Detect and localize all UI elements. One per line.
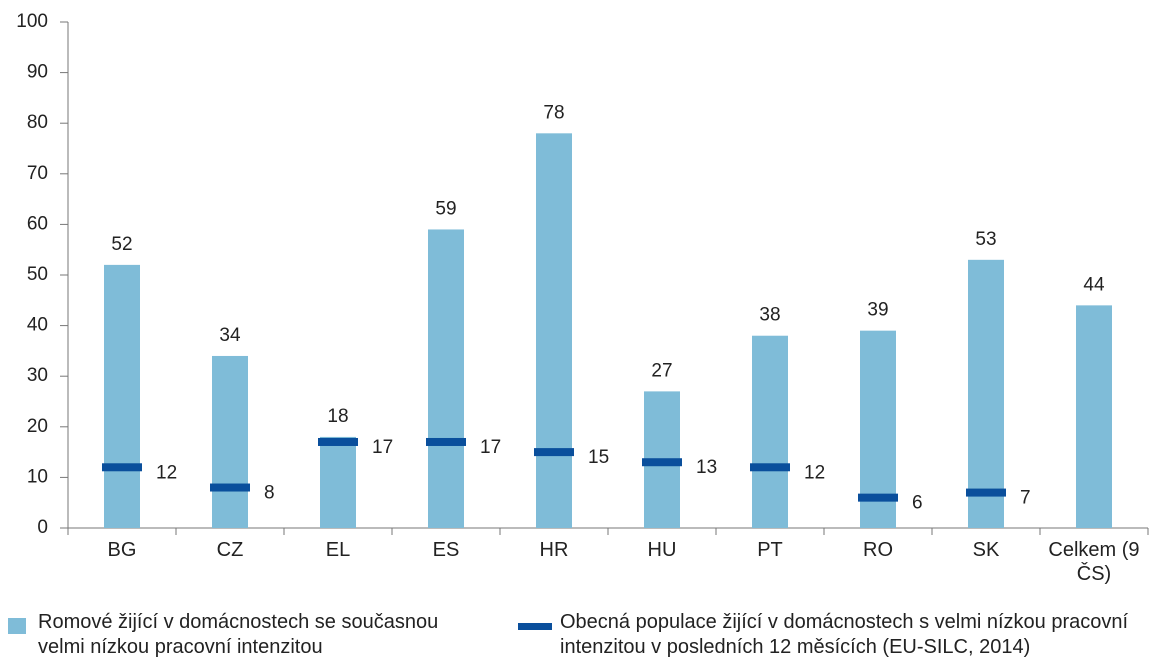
- marker: [858, 493, 898, 502]
- bar-value-label: 38: [759, 305, 780, 326]
- marker-value-label: 7: [1020, 488, 1031, 509]
- bar: [104, 264, 140, 528]
- marker-value-label: 13: [696, 457, 717, 478]
- x-tick-label: Celkem (9 ČS): [1048, 539, 1140, 585]
- marker-value-label: 12: [156, 462, 177, 483]
- bar: [752, 335, 788, 528]
- y-tick-label: 80: [27, 112, 48, 133]
- bar: [536, 133, 572, 528]
- marker-value-label: 15: [588, 447, 609, 468]
- legend-icon: [518, 623, 552, 630]
- bar-value-label: 34: [219, 325, 241, 346]
- bar-value-label: 27: [651, 360, 672, 381]
- y-tick-label: 50: [27, 264, 48, 285]
- y-tick-label: 10: [27, 466, 48, 487]
- x-tick-label: HU: [647, 539, 677, 561]
- x-tick-label: BG: [107, 539, 137, 561]
- bar-value-label: 53: [975, 229, 996, 250]
- bar: [968, 259, 1004, 528]
- bar-value-label: 44: [1083, 274, 1105, 295]
- bar: [1076, 305, 1112, 528]
- legend-icon: [8, 618, 26, 634]
- bar: [320, 436, 356, 528]
- x-tick-label: EL: [325, 539, 351, 561]
- marker-value-label: 17: [372, 437, 393, 458]
- y-tick-label: 20: [27, 416, 48, 437]
- y-tick-label: 40: [27, 315, 48, 336]
- y-tick-label: 0: [37, 517, 48, 538]
- bar-value-label: 18: [327, 406, 348, 427]
- x-tick-label: RO: [863, 539, 893, 561]
- y-tick-label: 30: [27, 365, 48, 386]
- legend-label: Obecná populace žijící v domácnostech s …: [560, 611, 1129, 658]
- bar-value-label: 59: [435, 198, 456, 219]
- bar: [212, 355, 248, 528]
- bar-value-label: 52: [111, 234, 132, 255]
- x-tick-label: HR: [539, 539, 569, 561]
- legend-label: Romové žijící v domácnostech se současno…: [38, 611, 439, 658]
- marker: [750, 463, 790, 472]
- marker: [318, 437, 358, 446]
- bar-value-label: 78: [543, 102, 564, 123]
- marker-value-label: 12: [804, 462, 825, 483]
- x-tick-label: CZ: [216, 539, 244, 561]
- marker-value-label: 6: [912, 493, 923, 514]
- marker: [102, 463, 142, 472]
- y-tick-label: 70: [27, 163, 48, 184]
- y-tick-label: 100: [16, 11, 48, 32]
- x-tick-label: ES: [432, 539, 460, 561]
- marker: [210, 483, 250, 492]
- x-tick-label: SK: [972, 539, 1000, 561]
- plot: 0 10 20 30 40 50 60 70 80 90 100 52 12 34 8 18 17 59 17 78 1…: [16, 11, 1149, 538]
- marker-value-label: 8: [264, 483, 275, 504]
- marker: [426, 437, 466, 446]
- marker-value-label: 17: [480, 437, 501, 458]
- bar-value-label: 39: [867, 300, 888, 321]
- bar: [428, 229, 464, 528]
- marker: [534, 448, 574, 457]
- marker: [966, 488, 1006, 497]
- marker: [642, 458, 682, 467]
- y-tick-label: 90: [27, 62, 48, 83]
- y-tick-label: 60: [27, 213, 48, 234]
- x-tick-label: PT: [757, 539, 783, 561]
